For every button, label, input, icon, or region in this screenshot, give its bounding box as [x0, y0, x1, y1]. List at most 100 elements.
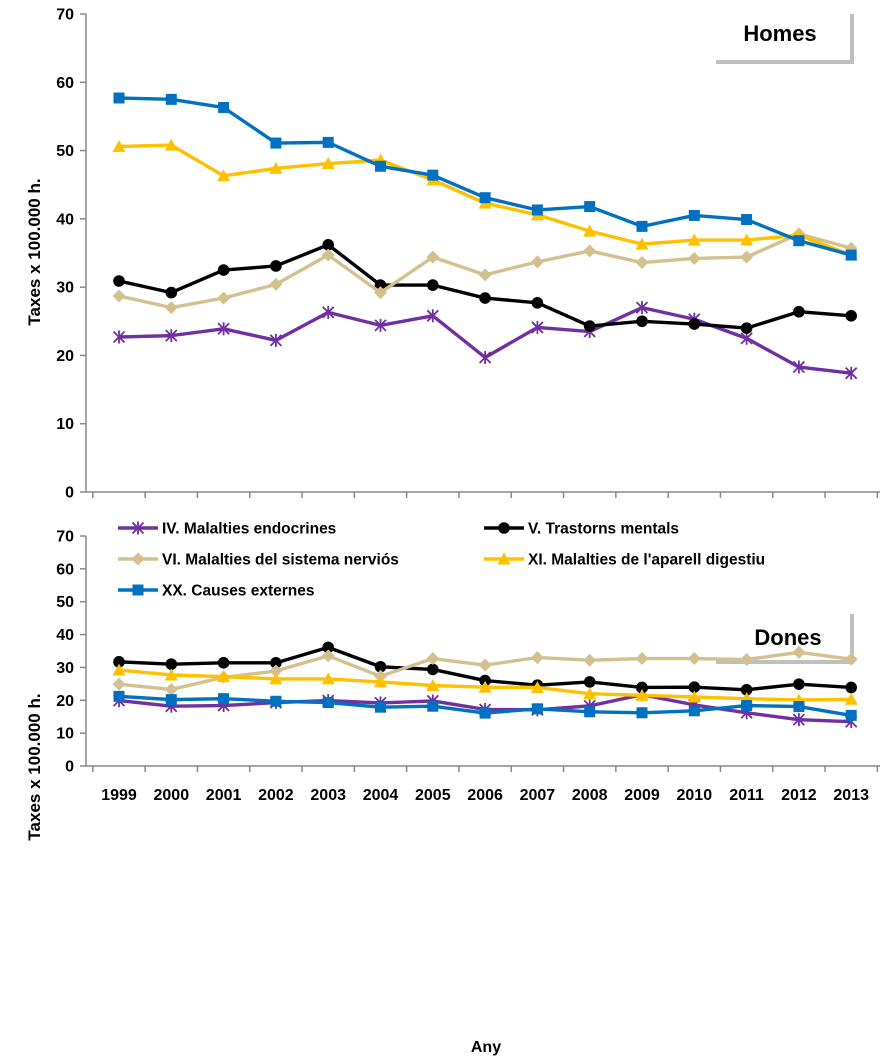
- dones-point-v-trastorns-mentals-2011: [740, 683, 753, 696]
- dones-y-tick-label-10: 10: [56, 726, 74, 743]
- homes-y-tick-label-20: 20: [56, 348, 74, 365]
- homes-point-xi-malalties-de-l-aparell-digestiu-1999: [112, 139, 126, 152]
- legend-item-xi-malalties-de-l-aparell-digestiu: XI. Malalties de l'aparell digestiu: [484, 552, 765, 569]
- dones-point-vi-malalties-del-sistema-nervios-2013: [844, 652, 858, 666]
- dones-series-xi-malalties-de-l-aparell-digestiu: [112, 663, 858, 706]
- dones-x-tick-label-2002: 2002: [258, 787, 294, 804]
- homes-y-tick-label-30: 30: [56, 280, 74, 297]
- dones-y-axis-title: Taxes x 100.000 h.: [25, 693, 44, 840]
- dones-point-xx-causes-externes-2011: [741, 700, 753, 712]
- homes-point-xi-malalties-de-l-aparell-digestiu-2010: [687, 233, 701, 246]
- dones-point-vi-malalties-del-sistema-nervios-2000: [164, 682, 178, 696]
- dones-point-v-trastorns-mentals-2013: [845, 681, 857, 694]
- homes-point-xx-causes-externes-2012: [793, 235, 805, 247]
- homes-point-iv-malalties-endocrines-2002: [269, 333, 283, 347]
- homes-point-vi-malalties-del-sistema-nervios-2001: [217, 291, 231, 305]
- dones-point-xi-malalties-de-l-aparell-digestiu-2001: [217, 670, 231, 683]
- homes-point-v-trastorns-mentals-2012: [793, 305, 805, 318]
- homes-series: [112, 92, 858, 380]
- dones-series-xx-causes-externes: [113, 690, 857, 721]
- dones-x-tick-label-2004: 2004: [363, 787, 399, 804]
- legend-label-xi-malalties-de-l-aparell-digestiu: XI. Malalties de l'aparell digestiu: [528, 552, 765, 569]
- dones-point-v-trastorns-mentals-2005: [427, 663, 439, 676]
- dones-point-xi-malalties-de-l-aparell-digestiu-2009: [635, 688, 649, 701]
- dones-point-xx-causes-externes-2008: [584, 706, 596, 718]
- legend-item-vi-malalties-del-sistema-nervios: VI. Malalties del sistema nerviós: [118, 552, 399, 569]
- homes-point-v-trastorns-mentals-2002: [270, 260, 282, 272]
- dones-x-tick-label-2007: 2007: [520, 787, 556, 804]
- dones-point-iv-malalties-endocrines-2012: [792, 713, 806, 727]
- dones-panel: 0 10 20 30 40 50 60 70 1999 2000 2001 2002 2003 2004…: [25, 529, 880, 1056]
- dones-point-v-trastorns-mentals-2004: [374, 660, 387, 673]
- homes-y-axis-title: Taxes x 100.000 h.: [25, 178, 44, 325]
- homes-point-vi-malalties-del-sistema-nervios-2000: [164, 301, 178, 315]
- homes-point-v-trastorns-mentals-2005: [427, 279, 439, 291]
- dones-x-tick-label-2000: 2000: [154, 787, 190, 804]
- dones-point-xi-malalties-de-l-aparell-digestiu-2003: [321, 672, 335, 685]
- legend-marker-v-trastorns-mentals: [498, 522, 510, 534]
- dones-point-xi-malalties-de-l-aparell-digestiu-2008: [583, 687, 597, 700]
- dones-point-xx-causes-externes-2013: [845, 709, 857, 721]
- homes-point-xx-causes-externes-2011: [741, 214, 753, 226]
- homes-point-xx-causes-externes-1999: [113, 92, 125, 104]
- homes-point-iv-malalties-endocrines-2011: [740, 331, 753, 345]
- homes-point-xx-causes-externes-2005: [427, 169, 439, 181]
- legend-item-xx-causes-externes: XX. Causes externes: [118, 583, 315, 600]
- dones-point-xi-malalties-de-l-aparell-digestiu-2010: [687, 690, 701, 703]
- dones-point-xx-causes-externes-2006: [479, 707, 491, 719]
- legend-item-iv-malalties-endocrines: IV. Malalties endocrines: [118, 521, 336, 538]
- dones-point-vi-malalties-del-sistema-nervios-2002: [269, 664, 283, 678]
- dones-point-v-trastorns-mentals-2012: [793, 678, 805, 690]
- dones-point-vi-malalties-del-sistema-nervios-2010: [687, 652, 701, 666]
- dones-point-vi-malalties-del-sistema-nervios-2008: [583, 653, 597, 667]
- homes-point-xx-causes-externes-2009: [636, 220, 648, 232]
- homes-point-iv-malalties-endocrines-2013: [845, 366, 858, 380]
- homes-point-xx-causes-externes-2007: [531, 204, 543, 216]
- dones-x-tick-label-2009: 2009: [624, 787, 660, 804]
- homes-point-iv-malalties-endocrines-2006: [478, 350, 492, 364]
- homes-point-iv-malalties-endocrines-2004: [374, 318, 387, 332]
- dones-point-xi-malalties-de-l-aparell-digestiu-2005: [426, 679, 440, 691]
- dones-y-tick-label-40: 40: [56, 627, 74, 644]
- homes-series-xx-causes-externes: [113, 92, 857, 261]
- dones-point-v-trastorns-mentals-2003: [322, 641, 335, 654]
- homes-point-iv-malalties-endocrines-2003: [322, 305, 335, 319]
- homes-point-xi-malalties-de-l-aparell-digestiu-2000: [164, 138, 178, 151]
- dones-point-xi-malalties-de-l-aparell-digestiu-2002: [269, 672, 283, 685]
- homes-point-vi-malalties-del-sistema-nervios-2010: [687, 251, 701, 265]
- dones-point-v-trastorns-mentals-2010: [688, 681, 701, 693]
- homes-y-ticks: 0 10 20 30 40 50 60 70: [56, 7, 86, 502]
- dones-x-tick-label-2003: 2003: [310, 787, 346, 804]
- homes-point-iv-malalties-endocrines-2000: [165, 329, 178, 343]
- dones-point-xx-causes-externes-2010: [688, 705, 700, 717]
- dones-x-tick-label-2001: 2001: [206, 787, 242, 804]
- homes-point-v-trastorns-mentals-2006: [479, 292, 491, 304]
- legend-item-v-trastorns-mentals: V. Trastorns mentals: [484, 521, 679, 538]
- dones-x-tick-label-2010: 2010: [677, 787, 713, 804]
- legend-marker-xx-causes-externes: [132, 584, 144, 596]
- dones-x-axis-title: Any: [471, 1039, 501, 1056]
- dones-x-tick-label-2005: 2005: [415, 787, 451, 804]
- homes-series-v-trastorns-mentals: [113, 239, 857, 334]
- homes-point-xx-causes-externes-2006: [479, 192, 491, 204]
- legend-marker-vi-malalties-del-sistema-nervios: [131, 552, 145, 566]
- homes-point-v-trastorns-mentals-2010: [688, 318, 701, 330]
- dones-point-vi-malalties-del-sistema-nervios-2007: [530, 651, 544, 665]
- homes-point-iv-malalties-endocrines-2009: [635, 301, 649, 315]
- homes-point-xx-causes-externes-2004: [375, 160, 386, 172]
- dones-point-v-trastorns-mentals-2000: [165, 658, 178, 670]
- homes-point-iv-malalties-endocrines-2005: [426, 309, 439, 323]
- homes-point-vi-malalties-del-sistema-nervios-1999: [112, 289, 126, 303]
- homes-point-v-trastorns-mentals-1999: [113, 275, 125, 287]
- homes-y-tick-label-70: 70: [56, 7, 74, 24]
- homes-point-v-trastorns-mentals-2003: [322, 239, 335, 251]
- dones-point-xx-causes-externes-2002: [270, 695, 282, 707]
- dones-point-xx-causes-externes-2005: [427, 700, 439, 712]
- dones-point-xi-malalties-de-l-aparell-digestiu-2006: [478, 680, 492, 693]
- dones-point-xi-malalties-de-l-aparell-digestiu-2007: [530, 680, 544, 693]
- dones-point-v-trastorns-mentals-2006: [479, 674, 491, 687]
- dones-point-v-trastorns-mentals-2009: [636, 681, 648, 694]
- homes-point-v-trastorns-mentals-2008: [583, 320, 596, 332]
- homes-point-xi-malalties-de-l-aparell-digestiu-2002: [269, 161, 283, 174]
